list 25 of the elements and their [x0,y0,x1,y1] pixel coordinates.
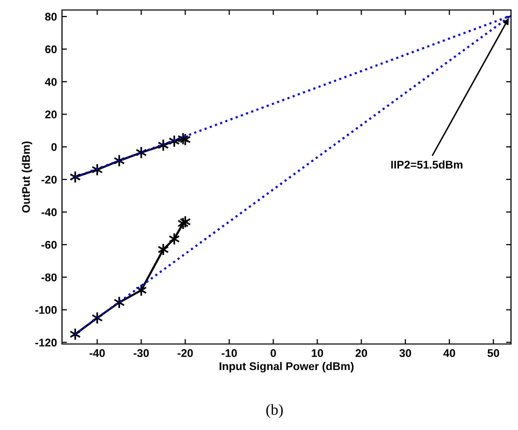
x-tick-label: -20 [178,349,193,358]
text: (b) [266,404,283,418]
y-tick-label: -80 [42,273,57,282]
x-tick-label: 40 [443,349,456,358]
y-tick-label: -100 [35,306,57,314]
y-tick-label: -20 [42,176,57,184]
y-tick-label: 0 [51,143,57,151]
x-tick-label: 30 [399,349,412,358]
annotation: IIP2=51.5dBm [391,160,462,169]
y-tick-label: -60 [42,240,57,249]
x-tick-label: 10 [312,349,324,358]
x-axis-title: Input Signal Power (dBm) [220,362,354,372]
y-tick-label: 40 [44,78,57,86]
x-tick-label: -30 [134,349,149,358]
x-tick-label: 20 [356,349,368,358]
x-tick-label: -10 [222,349,237,358]
y-tick-label: 80 [45,12,57,21]
x-tick-label: 50 [488,349,500,358]
x-tick-label: 0 [270,349,276,358]
x-tick-label: -40 [90,349,105,358]
y-tick-label: -120 [35,338,57,347]
y-tick-label: -40 [42,208,57,216]
y-tick-label: 20 [45,110,57,118]
y-axis-title: OutPut (dBm) [22,141,32,213]
y-tick-label: 60 [45,45,57,54]
